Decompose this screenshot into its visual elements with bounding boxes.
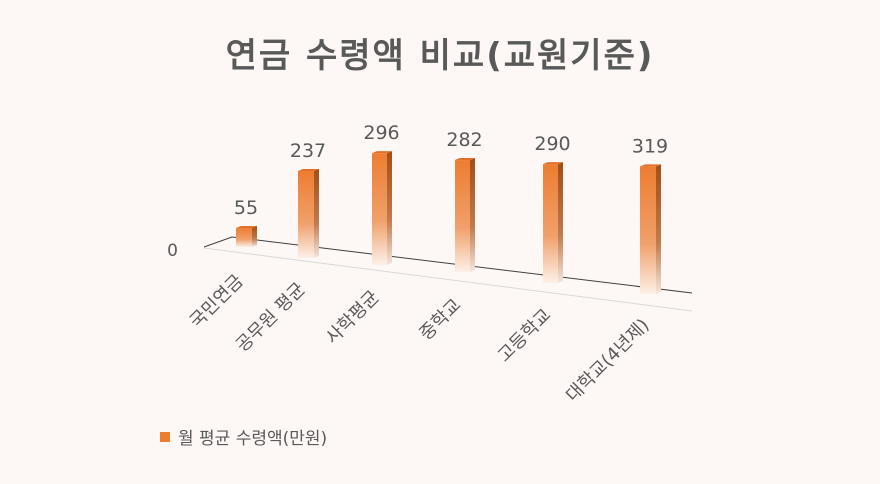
x-tick-label: 중학교 — [416, 295, 466, 345]
data-label: 290 — [534, 133, 570, 155]
bar — [640, 166, 656, 294]
bar — [455, 160, 470, 272]
bar-top — [298, 169, 319, 172]
bar — [298, 171, 314, 258]
bar-side — [656, 164, 661, 294]
data-label: 55 — [234, 197, 258, 219]
x-tick-label: 공무원 평균 — [232, 279, 309, 356]
x-tick-label: 고등학교 — [494, 305, 556, 367]
legend: 월 평균 수령액(만원) — [160, 424, 327, 449]
bar — [543, 164, 558, 283]
x-tick-label: 대학교(4년제) — [562, 315, 653, 406]
data-label: 296 — [363, 122, 399, 144]
bar-side — [314, 169, 319, 258]
x-tick-label: 국민연금 — [186, 271, 248, 333]
bar-side — [252, 226, 257, 247]
floor-edge — [203, 247, 693, 312]
bar-top — [372, 151, 392, 154]
bar — [236, 228, 252, 247]
chart-title: 연금 수령액 비교(교원기준) — [225, 36, 655, 76]
axis-line — [203, 236, 693, 294]
data-label: 237 — [290, 140, 326, 162]
y-tick-label: 0 — [167, 241, 178, 261]
bar-side — [558, 162, 563, 283]
data-label: 282 — [446, 129, 482, 151]
legend-swatch — [160, 431, 170, 442]
bar-top — [455, 158, 475, 161]
x-tick-label: 사학평균 — [322, 287, 384, 349]
bar-top — [543, 162, 563, 165]
bar-side — [387, 151, 392, 265]
bar-top — [640, 164, 661, 167]
data-label: 319 — [632, 135, 668, 157]
bar-side — [470, 158, 475, 272]
bar — [372, 153, 387, 265]
bar-top — [236, 226, 257, 229]
legend-label: 월 평균 수령액(만원) — [178, 429, 328, 449]
